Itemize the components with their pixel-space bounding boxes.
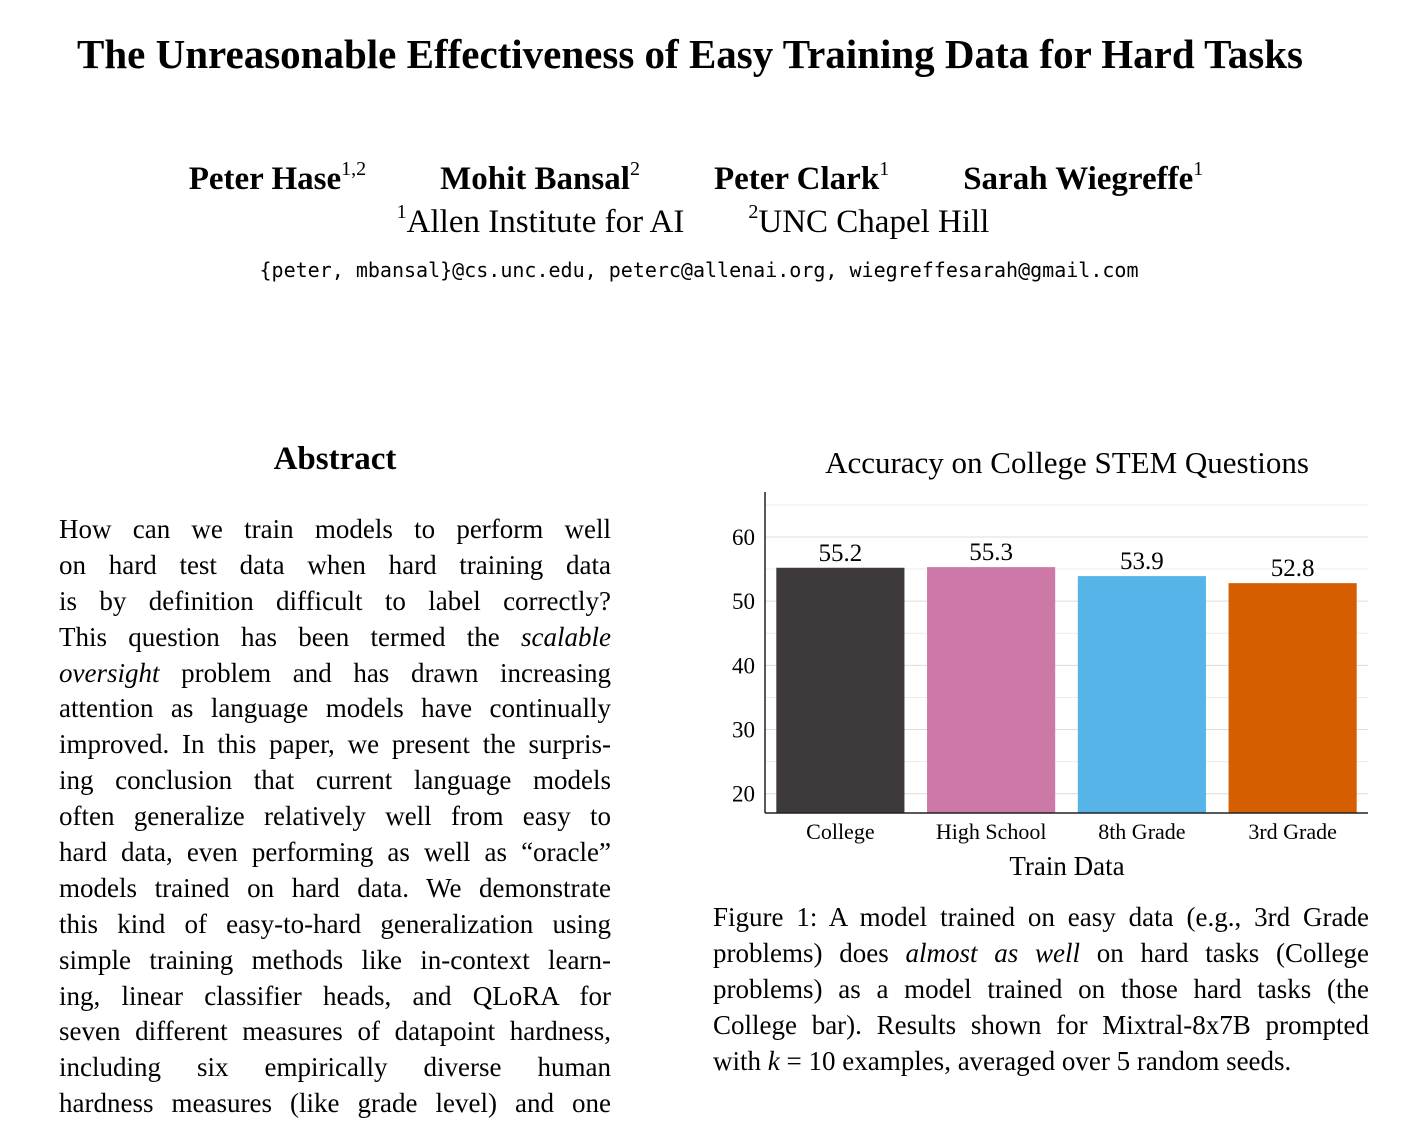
abstract-line: This question has been termed the scalab… (59, 621, 611, 652)
emphasis: oversight (59, 657, 160, 688)
bar-value-label: 53.9 (1120, 548, 1164, 575)
math-variable: k (767, 1045, 780, 1076)
chart-x-ticks: College High School 8th Grade 3rd Grade (806, 819, 1337, 844)
bar-value-label: 55.2 (819, 540, 863, 567)
abstract-line: ing conclusion that current language mod… (59, 765, 611, 796)
abstract-line: this kind of easy-to-hard generalization… (59, 908, 611, 939)
bar-value-label: 52.8 (1271, 555, 1315, 582)
abstract-line: seven different measures of datapoint ha… (59, 1016, 611, 1047)
abstract-body: How can we train models to perform well … (59, 512, 611, 1122)
caption-line: with k = 10 examples, averaged over 5 ra… (713, 1045, 1292, 1076)
affiliation: 1Allen Institute for AI (396, 201, 685, 240)
abstract-line: hardness measures (like grade level) and… (59, 1088, 611, 1119)
affiliation-list: 1Allen Institute for AI 2UNC Chapel Hill (0, 201, 1386, 243)
caption-line: problems) as a model trained on those ha… (713, 973, 1369, 1004)
figure-caption: Figure 1: A model trained on easy data (… (713, 900, 1369, 1079)
y-tick-label: 20 (732, 782, 755, 807)
emphasis: scalable (521, 621, 611, 652)
bar (1228, 583, 1357, 813)
caption-line: problems) does almost as well on hard ta… (713, 937, 1369, 968)
abstract-line: is by definition difficult to label corr… (59, 585, 611, 616)
author: Peter Clark1 (713, 158, 890, 197)
abstract-line: ing, linear classifier heads, and QLoRA … (59, 980, 611, 1011)
x-tick-label: College (806, 819, 874, 844)
x-tick-label: High School (936, 819, 1047, 844)
bar (776, 567, 905, 813)
abstract-line: attention as language models have contin… (59, 693, 611, 724)
abstract-line: models trained on hard data. We demonstr… (59, 872, 611, 903)
abstract-heading: Abstract (273, 441, 397, 477)
caption-line: Figure 1: A model trained on easy data (… (713, 902, 1369, 932)
author-list: Peter Hase1,2 Mohit Bansal2 Peter Clark1… (0, 158, 1392, 200)
author-emails: {peter, mbansal}@cs.unc.edu, peterc@alle… (259, 258, 1139, 282)
author: Peter Hase1,2 (188, 158, 367, 197)
emphasis: almost as well (905, 937, 1081, 968)
y-tick-label: 60 (732, 525, 755, 550)
bar-chart: Accuracy on College STEM Questions 55.2 5… (732, 445, 1368, 881)
bar (1077, 576, 1206, 813)
x-axis-label: Train Data (1009, 851, 1124, 881)
abstract-line: including six empirically diverse human (59, 1052, 611, 1083)
y-tick-label: 40 (732, 653, 755, 678)
bar (927, 567, 1056, 813)
y-tick-label: 50 (732, 589, 755, 614)
chart-title: Accuracy on College STEM Questions (825, 445, 1309, 480)
bar-value-label: 55.3 (969, 539, 1013, 566)
affiliation: 2UNC Chapel Hill (748, 201, 990, 240)
abstract-line: How can we train models to perform well (59, 514, 611, 544)
author: Sarah Wiegreffe1 (963, 158, 1204, 197)
abstract-line: often generalize relatively well from ea… (59, 801, 611, 832)
author: Mohit Bansal2 (440, 158, 640, 197)
caption-line: College bar). Results shown for Mixtral-… (713, 1009, 1369, 1040)
x-tick-label: 8th Grade (1098, 819, 1185, 844)
abstract-line: improved. In this paper, we present the … (59, 729, 611, 760)
abstract-line: on hard test data when hard training dat… (59, 549, 611, 580)
y-tick-label: 30 (732, 718, 755, 743)
chart-y-ticks: 20 30 40 50 60 (732, 525, 755, 807)
abstract-line: hard data, even performing as well as “o… (59, 837, 611, 868)
abstract-line: simple training methods like in-context … (59, 944, 611, 975)
x-tick-label: 3rd Grade (1248, 819, 1337, 844)
paper-title: The Unreasonable Effectiveness of Easy T… (77, 31, 1303, 77)
abstract-line: oversight problem and has drawn increasi… (59, 657, 611, 688)
chart-bars: 55.2 55.3 53.9 52.8 (776, 539, 1357, 813)
